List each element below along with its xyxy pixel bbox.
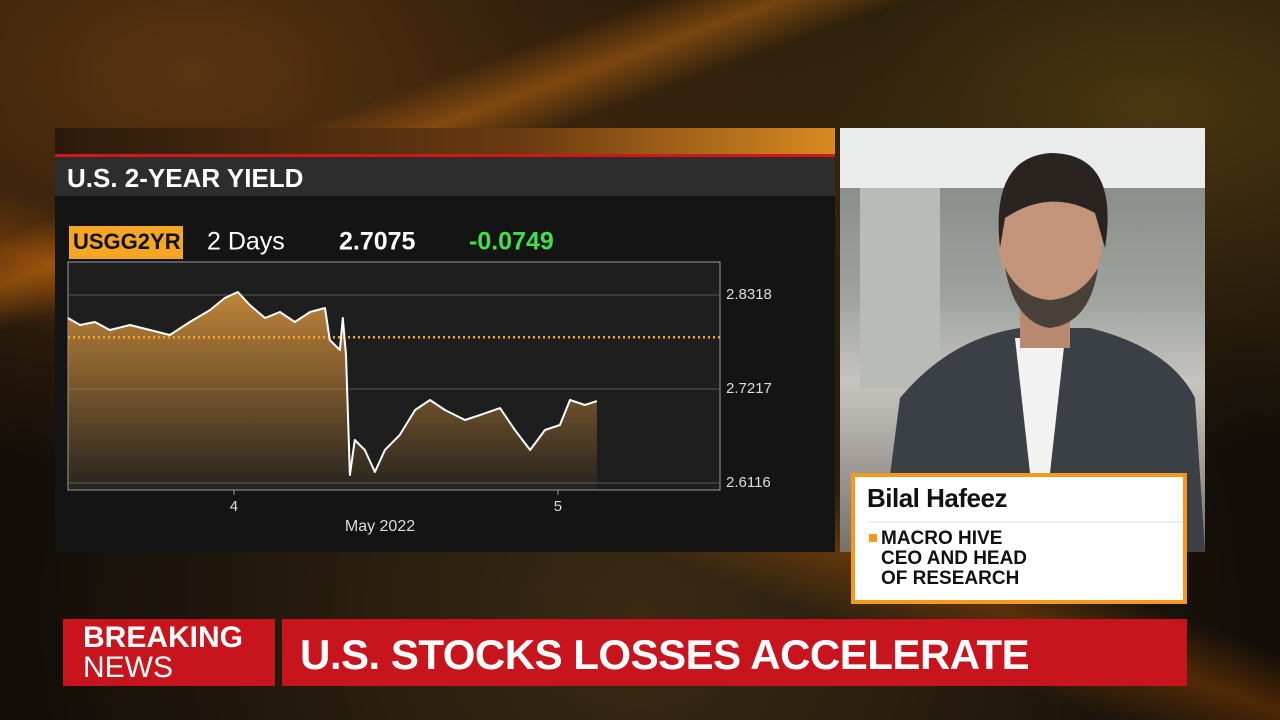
breaking-line: BREAKING (83, 621, 244, 654)
shirt (1015, 338, 1065, 473)
y-tick-label: 2.8318 (726, 286, 772, 303)
divider (867, 521, 1183, 523)
chart: USGG2YR 2 Days 2.7075 -0.0749 May 2022 2… (67, 226, 772, 535)
role-line: CEO AND HEAD (881, 548, 1028, 569)
breaking-label: BREAKING NEWS (63, 619, 275, 686)
guest-name: Bilal Hafeez (867, 483, 1007, 513)
x-axis-label: May 2022 (345, 518, 415, 535)
bullet (869, 534, 877, 542)
title-bar: U.S. 2-YEAR YIELD (55, 154, 835, 196)
chart-title: U.S. 2-YEAR YIELD (67, 163, 304, 193)
y-tick-label: 2.7217 (726, 380, 772, 397)
video-feed (840, 128, 1205, 552)
role-line: MACRO HIVE (881, 528, 1003, 549)
beard (1005, 268, 1098, 328)
chart-panel: U.S. 2-YEAR YIELD USGG2YR 2 Days 2.7075 … (55, 128, 835, 552)
wall (860, 188, 940, 388)
headline: U.S. STOCKS LOSSES ACCELERATE (300, 631, 1030, 678)
x-tick-label: 4 (230, 498, 238, 515)
change: -0.0749 (469, 228, 554, 256)
area (68, 292, 597, 490)
ticker-box (69, 226, 183, 259)
headline-bar: U.S. STOCKS LOSSES ACCELERATE (282, 619, 1187, 686)
panel-header-strip (55, 128, 835, 154)
guest-role: MACRO HIVE CEO AND HEAD OF RESEARCH (881, 529, 1027, 589)
ticker: USGG2YR (73, 229, 181, 254)
breaking-line: NEWS (83, 651, 173, 684)
lower-third: Bilal Hafeez MACRO HIVE CEO AND HEAD OF … (851, 473, 1187, 604)
hair (998, 153, 1108, 248)
line (67, 291, 598, 476)
period: 2 Days (207, 228, 285, 256)
last-value: 2.7075 (339, 228, 416, 256)
role-line: OF RESEARCH (881, 568, 1020, 589)
x-tick-label: 5 (554, 498, 562, 515)
y-tick-label: 2.6116 (726, 474, 771, 491)
